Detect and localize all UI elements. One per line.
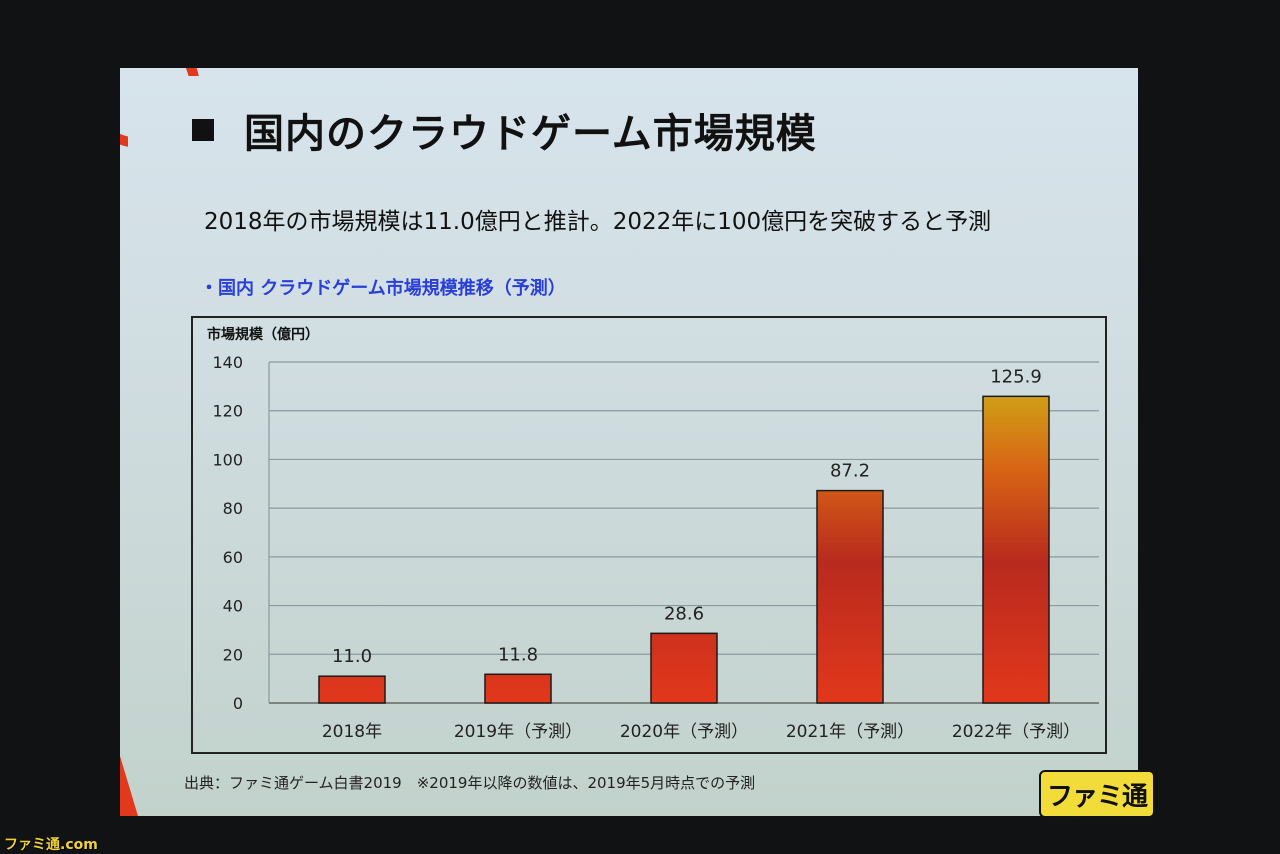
slide	[120, 68, 1138, 816]
x-tick-label: 2018年	[322, 722, 382, 742]
data-label: 87.2	[830, 461, 870, 482]
slide-title: 国内のクラウドゲーム市場規模	[244, 111, 817, 157]
data-label: 11.0	[332, 646, 372, 667]
title-bullet-icon	[192, 119, 214, 141]
chart-frame	[191, 316, 1107, 754]
y-tick-label: 0	[233, 694, 243, 713]
x-tick-label: 2021年（予測）	[786, 722, 914, 742]
y-tick-label: 20	[223, 645, 243, 664]
slide-subtitle: 2018年の市場規模は11.0億円と推計。2022年に100億円を突破すると予測	[204, 209, 992, 235]
site-watermark: ファミ通.com	[4, 837, 98, 853]
y-axis-label: 市場規模（億円）	[207, 327, 319, 343]
famitsu-logo: ファミ通	[1039, 770, 1155, 818]
data-label: 28.6	[664, 603, 704, 624]
bar	[650, 632, 718, 704]
slide-title-row: 国内のクラウドゲーム市場規模	[192, 104, 817, 157]
y-tick-label: 40	[223, 597, 243, 616]
x-tick-label: 2019年（予測）	[454, 722, 582, 742]
chart-title: ・国内 クラウドゲーム市場規模推移（予測）	[200, 278, 566, 299]
bar-chart: 0 20 40 60 80 100 120 140 11.0 2018年 11.8 2019年（予測）…	[212, 353, 1099, 742]
data-label: 125.9	[990, 366, 1042, 387]
x-tick-label: 2020年（予測）	[620, 722, 748, 742]
bar	[816, 489, 884, 704]
data-label: 11.8	[498, 644, 538, 665]
accent-arc	[120, 68, 200, 148]
y-tick-label: 60	[223, 548, 243, 567]
x-tick-label: 2022年（予測）	[952, 722, 1080, 742]
y-tick-label: 100	[212, 450, 243, 469]
accent-corner	[120, 756, 138, 816]
y-tick-label: 80	[223, 499, 243, 518]
bar	[318, 675, 386, 704]
source-note: 出典：ファミ通ゲーム白書2019 ※2019年以降の数値は、2019年5月時点で…	[184, 774, 756, 792]
y-tick-label: 140	[212, 353, 243, 372]
y-tick-label: 120	[212, 402, 243, 421]
bar	[982, 395, 1050, 704]
bar	[484, 673, 552, 704]
